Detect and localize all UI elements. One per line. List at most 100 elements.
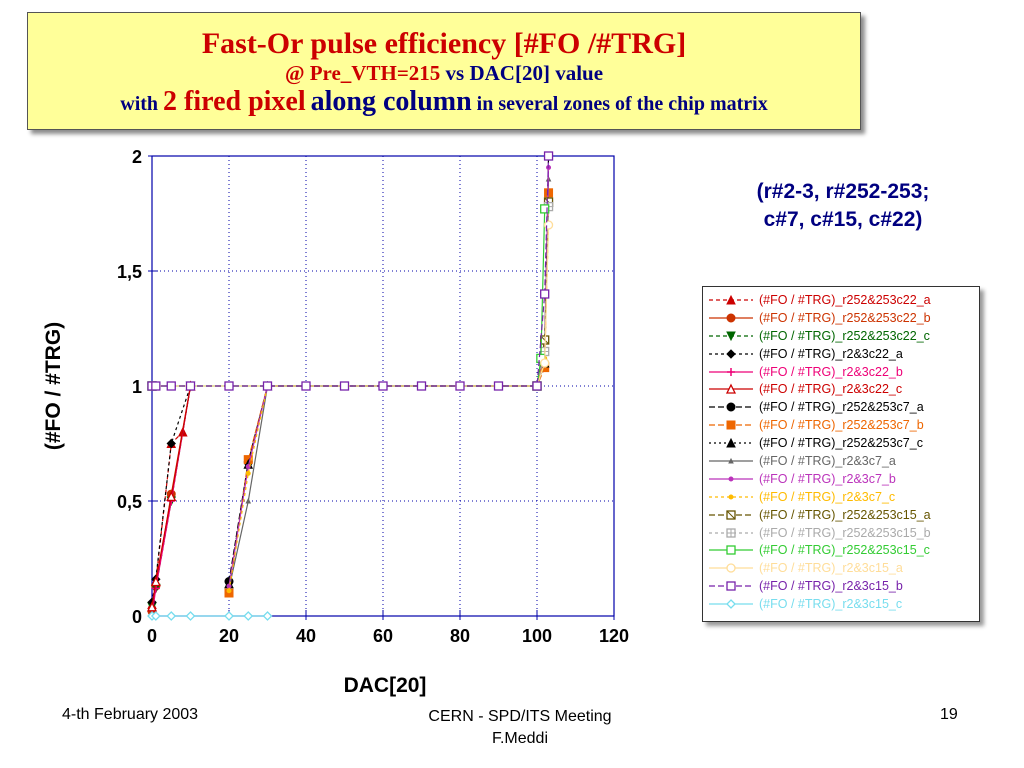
footer-page-number: 19 [940, 706, 958, 723]
legend-swatch-marker [728, 494, 734, 500]
series-12 [147, 197, 554, 391]
legend-swatch [709, 367, 753, 376]
legend-item: (#FO / #TRG)_r2&3c15_b [707, 577, 979, 595]
legend-swatch [709, 476, 753, 482]
series-6 [224, 151, 554, 586]
legend-swatch-marker [726, 437, 736, 448]
legend-item: (#FO / #TRG)_r2&3c7_a [707, 452, 979, 470]
legend-swatch [709, 383, 753, 395]
legend-label: (#FO / #TRG)_r252&253c15_a [759, 507, 931, 522]
data-point [543, 151, 554, 161]
y-tick-label: 0 [132, 607, 142, 627]
data-point [540, 358, 550, 368]
legend-swatch [709, 437, 753, 448]
legend-item: (#FO / #TRG)_r2&3c7_b [707, 470, 979, 488]
data-point [224, 381, 234, 391]
legend-label: (#FO / #TRG)_r252&253c15_c [759, 543, 930, 558]
title-zones: in several zones of the chip matrix [476, 93, 768, 115]
legend-item: (#FO / #TRG)_r2&3c15_c [707, 595, 979, 613]
series-line [228, 192, 550, 594]
legend-swatch-marker [726, 581, 736, 591]
legend-swatch [709, 348, 753, 359]
y-tick-label: 2 [132, 147, 142, 167]
data-point [262, 381, 273, 391]
legend-swatch-marker [725, 383, 737, 395]
legend-item: (#FO / #TRG)_r252&253c15_c [707, 541, 979, 559]
legend-item: (#FO / #TRG)_r252&253c22_b [707, 309, 979, 327]
legend-swatch [709, 581, 753, 591]
legend-swatch-marker [726, 331, 736, 341]
series-line [152, 201, 550, 387]
x-tick-label: 120 [599, 626, 629, 646]
legend-label: (#FO / #TRG)_r2&3c22_b [759, 364, 903, 379]
legend-label: (#FO / #TRG)_r2&3c7_a [759, 453, 896, 468]
series-16 [147, 151, 554, 391]
data-point [166, 611, 177, 621]
y-tick-label: 1,5 [117, 262, 142, 282]
legend-swatch [709, 420, 753, 430]
data-point [455, 381, 465, 391]
legend-label: (#FO / #TRG)_r252&253c7_b [759, 418, 924, 433]
legend: (#FO / #TRG)_r252&253c22_a (#FO / #TRG)_r… [702, 286, 980, 622]
y-tick-label: 1 [132, 377, 142, 397]
series-line [228, 155, 550, 582]
zone-label: (r#2-3, r#252-253; c#7, c#15, c#22) [718, 178, 968, 234]
data-point [185, 611, 196, 621]
data-point [543, 220, 554, 230]
data-point [151, 381, 161, 391]
data-point [226, 588, 232, 594]
legend-label: (#FO / #TRG)_r2&3c22_c [759, 382, 903, 397]
y-axis-label: (#FO / #TRG) [42, 322, 65, 450]
data-point [146, 601, 158, 612]
data-point [243, 611, 254, 621]
legend-swatch-marker [726, 563, 736, 573]
x-tick-label: 60 [373, 626, 393, 646]
data-point [540, 204, 550, 214]
legend-swatch-marker [726, 599, 736, 609]
data-point [301, 381, 311, 391]
x-tick-label: 80 [450, 626, 470, 646]
legend-item: (#FO / #TRG)_r252&253c7_c [707, 434, 979, 452]
data-point [185, 381, 196, 391]
data-point [166, 381, 176, 391]
x-tick-label: 100 [522, 626, 552, 646]
legend-label: (#FO / #TRG)_r2&3c15_c [759, 597, 903, 612]
footer-meeting-name: CERN - SPD/ITS Meeting [428, 708, 612, 725]
data-point [493, 381, 504, 391]
x-tick-label: 20 [219, 626, 239, 646]
series-15 [147, 220, 554, 391]
legend-item: (#FO / #TRG)_r2&3c15_a [707, 559, 979, 577]
legend-item: (#FO / #TRG)_r252&253c7_a [707, 398, 979, 416]
legend-swatch [709, 563, 753, 573]
title-box: Fast-Or pulse efficiency [#FO /#TRG] @ P… [27, 12, 861, 130]
series-14 [147, 204, 550, 391]
title-fired-pixel: 2 fired pixel [163, 86, 306, 117]
legend-swatch [709, 294, 753, 305]
series-8 [224, 196, 554, 589]
legend-label: (#FO / #TRG)_r2&3c22_a [759, 346, 903, 361]
legend-swatch-marker [726, 402, 736, 412]
data-point [416, 381, 427, 391]
footer-meeting: CERN - SPD/ITS Meeting F.Meddi [380, 706, 660, 750]
legend-item: (#FO / #TRG)_r2&3c22_c [707, 380, 979, 398]
legend-swatch-marker [728, 457, 734, 464]
series-10 [226, 165, 552, 589]
series-line [151, 385, 192, 607]
legend-swatch [709, 313, 753, 323]
legend-item: (#FO / #TRG)_r252&253c22_c [707, 327, 979, 345]
legend-label: (#FO / #TRG)_r252&253c22_c [759, 328, 930, 343]
legend-swatch [709, 545, 753, 556]
legend-swatch [709, 527, 753, 538]
series-line [228, 201, 550, 584]
data-point [150, 611, 161, 621]
title-with: with [120, 93, 159, 115]
data-point [378, 381, 388, 391]
data-point [150, 576, 161, 587]
x-tick-label: 0 [147, 626, 157, 646]
legend-swatch-marker [726, 420, 736, 430]
legend-item: (#FO / #TRG)_r252&253c7_b [707, 416, 979, 434]
legend-label: (#FO / #TRG)_r252&253c15_b [759, 525, 931, 540]
title-along-column: along column [310, 86, 472, 117]
data-point [224, 611, 234, 621]
